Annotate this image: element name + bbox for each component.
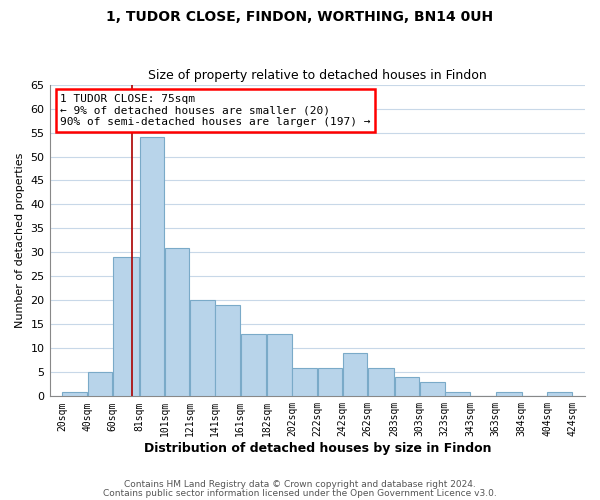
Bar	[547, 392, 572, 396]
Y-axis label: Number of detached properties: Number of detached properties	[15, 153, 25, 328]
Bar	[496, 392, 521, 396]
Bar	[317, 368, 342, 396]
Text: Contains public sector information licensed under the Open Government Licence v3: Contains public sector information licen…	[103, 489, 497, 498]
Bar	[395, 377, 419, 396]
Text: Contains HM Land Registry data © Crown copyright and database right 2024.: Contains HM Land Registry data © Crown c…	[124, 480, 476, 489]
Bar	[140, 138, 164, 396]
Bar	[62, 392, 87, 396]
Bar	[215, 305, 240, 396]
Title: Size of property relative to detached houses in Findon: Size of property relative to detached ho…	[148, 69, 487, 82]
Bar	[445, 392, 470, 396]
Bar	[113, 257, 139, 396]
Bar	[420, 382, 445, 396]
Text: 1, TUDOR CLOSE, FINDON, WORTHING, BN14 0UH: 1, TUDOR CLOSE, FINDON, WORTHING, BN14 0…	[106, 10, 494, 24]
Bar	[343, 353, 367, 397]
Bar	[165, 248, 190, 396]
X-axis label: Distribution of detached houses by size in Findon: Distribution of detached houses by size …	[143, 442, 491, 455]
Text: 1 TUDOR CLOSE: 75sqm
← 9% of detached houses are smaller (20)
90% of semi-detach: 1 TUDOR CLOSE: 75sqm ← 9% of detached ho…	[60, 94, 371, 127]
Bar	[190, 300, 215, 396]
Bar	[88, 372, 112, 396]
Bar	[292, 368, 317, 396]
Bar	[241, 334, 266, 396]
Bar	[368, 368, 394, 396]
Bar	[267, 334, 292, 396]
